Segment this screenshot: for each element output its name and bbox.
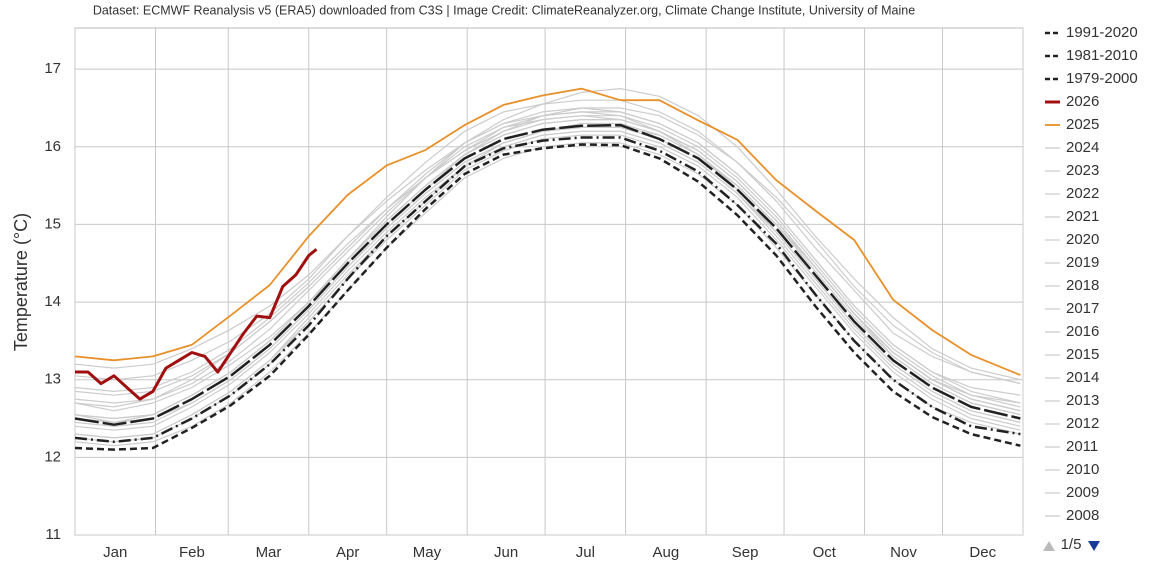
series-line xyxy=(74,136,1021,444)
credit: Dataset: ECMWF Reanalysis v5 (ERA5) down… xyxy=(93,3,915,17)
legend-label[interactable]: 2010 xyxy=(1066,461,1099,478)
x-tick-label: Apr xyxy=(336,544,359,561)
y-tick-label: 16 xyxy=(44,138,61,155)
x-tick-label: Feb xyxy=(179,544,205,561)
plot-area xyxy=(74,27,1024,536)
series-line xyxy=(74,123,1021,426)
legend: 1991-2020 1981-2010 1979-2000 2026 2025 2024 2… xyxy=(1045,24,1138,524)
legend-label[interactable]: 2009 xyxy=(1066,484,1099,501)
legend-label[interactable]: 2012 xyxy=(1066,415,1099,432)
page-next[interactable] xyxy=(1088,541,1100,551)
y-tick-label: 13 xyxy=(44,371,61,388)
legend-label[interactable]: 2014 xyxy=(1066,369,1099,386)
legend-label[interactable]: 2013 xyxy=(1066,392,1099,409)
legend-label[interactable]: 2015 xyxy=(1066,346,1099,363)
y-tick-label: 17 xyxy=(44,60,61,77)
x-tick-label: Oct xyxy=(813,544,837,561)
legend-label[interactable]: 2021 xyxy=(1066,208,1099,225)
legend-label[interactable]: 2024 xyxy=(1066,139,1099,156)
series-line xyxy=(74,143,1021,451)
series-line xyxy=(74,111,1021,423)
legend-label[interactable]: 2011 xyxy=(1066,438,1098,455)
y-tick-label: 14 xyxy=(44,293,61,310)
series-line xyxy=(74,119,1021,423)
legend-label[interactable]: 1991-2020 xyxy=(1066,24,1138,41)
series-line xyxy=(74,122,1021,439)
x-tick-label: Sep xyxy=(732,544,759,561)
x-tick-label: Jan xyxy=(103,544,127,561)
legend-label[interactable]: 2019 xyxy=(1066,254,1099,271)
legend-label[interactable]: 2017 xyxy=(1066,300,1099,317)
series-line xyxy=(74,111,1021,404)
x-tick-label: Jun xyxy=(494,544,518,561)
legend-label[interactable]: 2023 xyxy=(1066,162,1099,179)
series-line xyxy=(74,119,1021,420)
legend-pager: 1/5 xyxy=(1043,536,1100,553)
x-tick-label: Jul xyxy=(576,544,595,561)
legend-label[interactable]: 2008 xyxy=(1066,507,1099,524)
x-tick-label: Dec xyxy=(969,544,996,561)
page-prev[interactable] xyxy=(1043,541,1055,551)
y-axis-title: Temperature (°C) xyxy=(11,213,31,351)
x-tick-label: Nov xyxy=(890,544,917,561)
y-tick-label: 15 xyxy=(44,215,61,232)
x-tick-label: Aug xyxy=(653,544,680,561)
series-line xyxy=(74,130,1021,431)
series-line xyxy=(74,99,1021,385)
series-line xyxy=(74,107,1021,396)
series-line xyxy=(74,126,1021,423)
y-tick-label: 11 xyxy=(45,526,61,543)
series-line xyxy=(74,130,1021,443)
legend-label[interactable]: 2025 xyxy=(1066,116,1099,133)
legend-label[interactable]: 1981-2010 xyxy=(1066,47,1138,64)
x-tick-label: May xyxy=(413,544,442,561)
series-line xyxy=(75,248,318,401)
legend-label[interactable]: 2018 xyxy=(1066,277,1099,294)
legend-label[interactable]: 2026 xyxy=(1066,93,1099,110)
y-tick-label: 12 xyxy=(44,448,61,465)
legend-page: 1/5 xyxy=(1061,536,1082,553)
series-line xyxy=(74,87,1021,376)
series-line xyxy=(74,115,1021,404)
legend-label[interactable]: 2022 xyxy=(1066,185,1099,202)
x-tick-label: Mar xyxy=(256,544,282,561)
series-line xyxy=(74,134,1021,439)
legend-label[interactable]: 2016 xyxy=(1066,323,1099,340)
legend-label[interactable]: 1979-2000 xyxy=(1066,70,1138,87)
legend-label[interactable]: 2020 xyxy=(1066,231,1099,248)
